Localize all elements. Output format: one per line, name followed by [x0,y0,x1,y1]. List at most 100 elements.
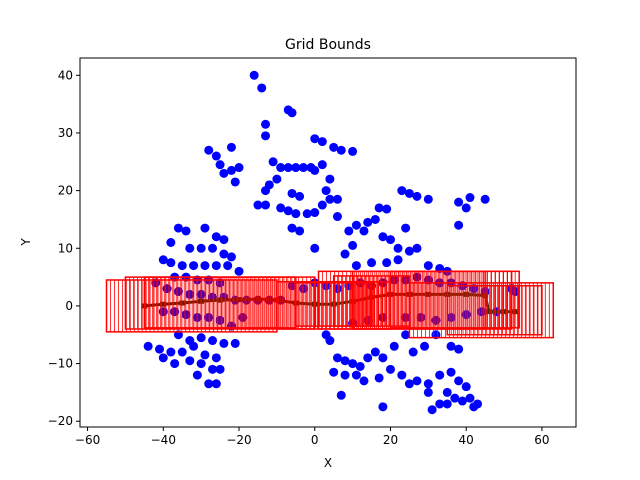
scatter-point [461,203,471,213]
scatter-point [397,186,407,196]
scatter-point [454,376,464,386]
scatter-point [185,243,195,253]
scatter-point [226,165,236,175]
scatter-point [446,341,456,351]
scatter-point [261,200,271,210]
scatter-point [219,235,229,245]
scatter-point [177,347,187,357]
y-tick-label: 30 [58,126,73,140]
scatter-point [211,261,221,271]
scatter-point [317,200,327,210]
scatter-point [295,191,305,201]
scatter-point [208,243,218,253]
scatter-point [378,402,388,412]
scatter-point [412,243,422,253]
scatter-point [310,243,320,253]
scatter-point [185,356,195,366]
x-tick-label: −20 [226,433,251,447]
scatter-point [344,226,354,236]
scatter-point [170,359,180,369]
scatter-point [332,353,342,363]
scatter-point [351,220,361,230]
scatter-point [283,206,293,216]
scatter-point [393,255,403,265]
scatter-point [321,186,331,196]
scatter-point [423,261,433,271]
scatter-point [249,70,259,80]
scatter-point [412,376,422,386]
path-segment [163,301,183,306]
scatter-point [177,261,187,271]
scatter-point [261,119,271,129]
scatter-point [208,336,218,346]
scatter-point [143,341,153,351]
scatter-point [370,214,380,224]
scatter-point [287,223,297,233]
scatter-point [404,246,414,256]
scatter-point [219,338,229,348]
scatter-point [310,134,320,144]
axes-frame [79,57,577,428]
scatter-point [211,232,221,242]
scatter-point [204,312,214,322]
scatter-point [420,341,430,351]
x-tick-label: 0 [311,433,319,447]
scatter-point [454,220,464,230]
x-axis-label: X [324,456,332,470]
y-tick-label: 20 [58,184,73,198]
scatter-point [348,146,358,156]
scatter-point [257,83,267,93]
scatter-point [351,370,361,380]
scatter-point [359,226,369,236]
scatter-point [446,367,456,377]
scatter-point [359,376,369,386]
y-tick-label: −20 [48,414,73,428]
scatter-point [215,160,225,170]
scatter-point [230,338,240,348]
x-tick-label: −60 [75,433,100,447]
scatter-point [166,347,176,357]
scatter-point [162,284,172,294]
scatter-point [378,353,388,363]
scatter-point [363,217,373,227]
scatter-point [317,160,327,170]
scatter-point [351,261,361,271]
scatter-point [332,194,342,204]
scatter-point [461,382,471,392]
scatter-point [480,194,490,204]
scatter-point [272,174,282,184]
scatter-point [173,223,183,233]
scatter-point [310,208,320,218]
scatter-point [261,131,271,141]
scatter-point [234,266,244,276]
scatter-point [465,393,475,403]
scatter-point [219,249,229,259]
x-tick-label: 40 [459,433,474,447]
scatter-point [336,145,346,155]
scatter-point [348,359,358,369]
scatter-point [355,361,365,371]
scatter-point [287,188,297,198]
scatter-point [223,261,233,271]
scatter-point [461,310,471,320]
plot-area [105,70,555,415]
scatter-point [325,336,335,346]
scatter-point [340,356,350,366]
scatter-point [196,333,206,343]
scatter-point [340,370,350,380]
scatter-point [336,390,346,400]
scatter-point [412,191,422,201]
scatter-point [370,347,380,357]
y-axis-ticks: −20 −10 0 10 20 30 40 [48,68,80,428]
y-tick-label: 0 [65,299,73,313]
scatter-point [310,165,320,175]
scatter-point [382,204,392,214]
scatter-point [200,261,210,271]
scatter-point [374,203,384,213]
scatter-point [196,359,206,369]
scatter-point [234,163,244,173]
scatter-point [291,209,301,219]
scatter-point [348,240,358,250]
scatter-point [340,249,350,259]
scatter-point [427,405,437,415]
